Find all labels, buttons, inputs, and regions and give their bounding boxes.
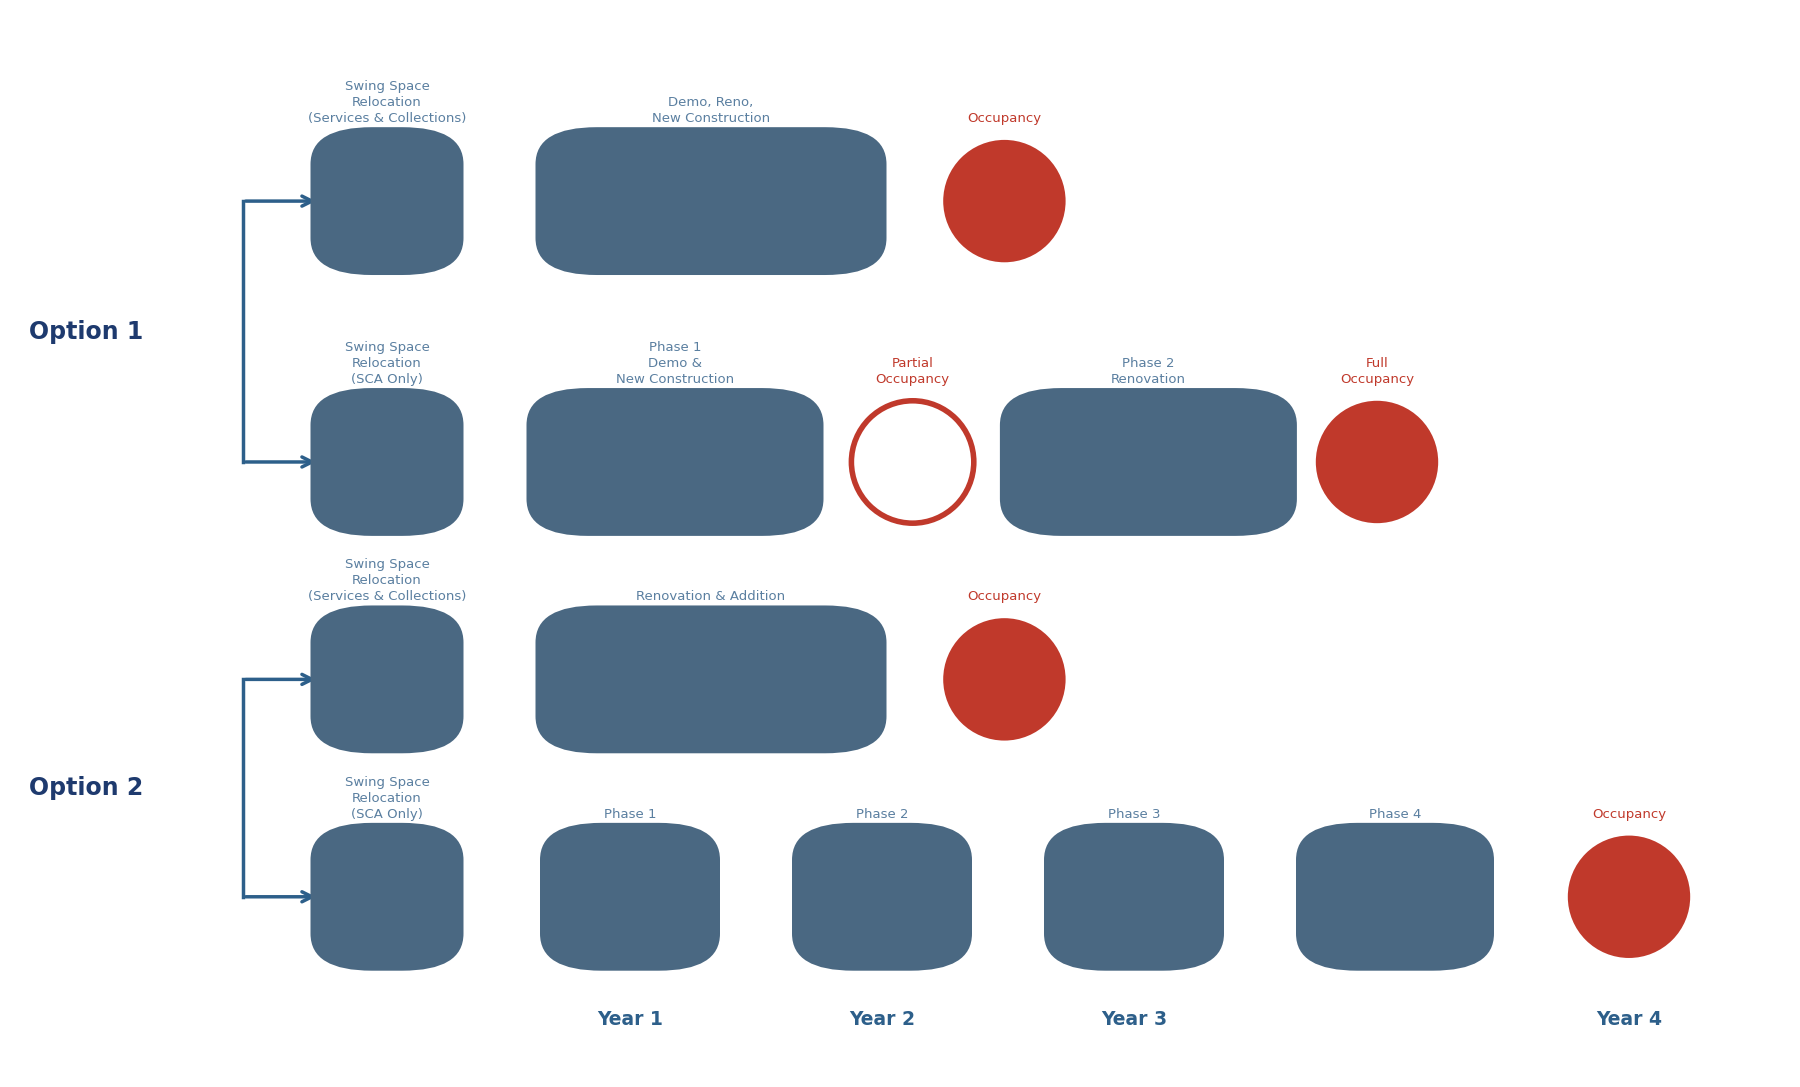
FancyBboxPatch shape (310, 388, 464, 536)
Text: Year 2: Year 2 (850, 1010, 914, 1029)
Text: Phase 3: Phase 3 (1107, 808, 1161, 821)
Text: Phase 4: Phase 4 (1368, 808, 1422, 821)
Text: Full
Occupancy: Full Occupancy (1339, 357, 1415, 386)
Text: Swing Space
Relocation
(Services & Collections): Swing Space Relocation (Services & Colle… (308, 80, 466, 125)
FancyBboxPatch shape (540, 823, 720, 971)
FancyBboxPatch shape (1044, 823, 1224, 971)
Text: Phase 2
Renovation: Phase 2 Renovation (1111, 357, 1186, 386)
FancyBboxPatch shape (310, 127, 464, 275)
Text: Phase 1: Phase 1 (603, 808, 657, 821)
FancyBboxPatch shape (1296, 823, 1494, 971)
Ellipse shape (1568, 836, 1690, 958)
Text: Renovation & Addition: Renovation & Addition (637, 590, 785, 603)
FancyBboxPatch shape (310, 605, 464, 753)
Text: Partial
Occupancy: Partial Occupancy (875, 357, 950, 386)
FancyBboxPatch shape (536, 605, 886, 753)
Text: Year 4: Year 4 (1597, 1010, 1661, 1029)
Text: Demo, Reno,
New Construction: Demo, Reno, New Construction (652, 96, 770, 125)
FancyBboxPatch shape (792, 823, 972, 971)
FancyBboxPatch shape (310, 823, 464, 971)
Ellipse shape (1316, 401, 1438, 523)
Text: Occupancy: Occupancy (967, 590, 1042, 603)
Text: Option 1: Option 1 (29, 320, 144, 343)
Ellipse shape (851, 401, 974, 523)
Ellipse shape (943, 619, 1066, 740)
Text: Phase 1
Demo &
New Construction: Phase 1 Demo & New Construction (616, 341, 734, 386)
Ellipse shape (943, 140, 1066, 262)
FancyBboxPatch shape (536, 127, 886, 275)
Text: Swing Space
Relocation
(SCA Only): Swing Space Relocation (SCA Only) (344, 341, 430, 386)
Text: Swing Space
Relocation
(SCA Only): Swing Space Relocation (SCA Only) (344, 776, 430, 821)
Text: Year 1: Year 1 (598, 1010, 662, 1029)
Text: Occupancy: Occupancy (967, 112, 1042, 125)
FancyBboxPatch shape (526, 388, 824, 536)
Text: Option 2: Option 2 (29, 776, 144, 800)
Text: Swing Space
Relocation
(Services & Collections): Swing Space Relocation (Services & Colle… (308, 559, 466, 603)
Text: Phase 2: Phase 2 (855, 808, 909, 821)
FancyBboxPatch shape (1001, 388, 1296, 536)
Text: Occupancy: Occupancy (1591, 808, 1667, 821)
Text: Year 3: Year 3 (1102, 1010, 1166, 1029)
